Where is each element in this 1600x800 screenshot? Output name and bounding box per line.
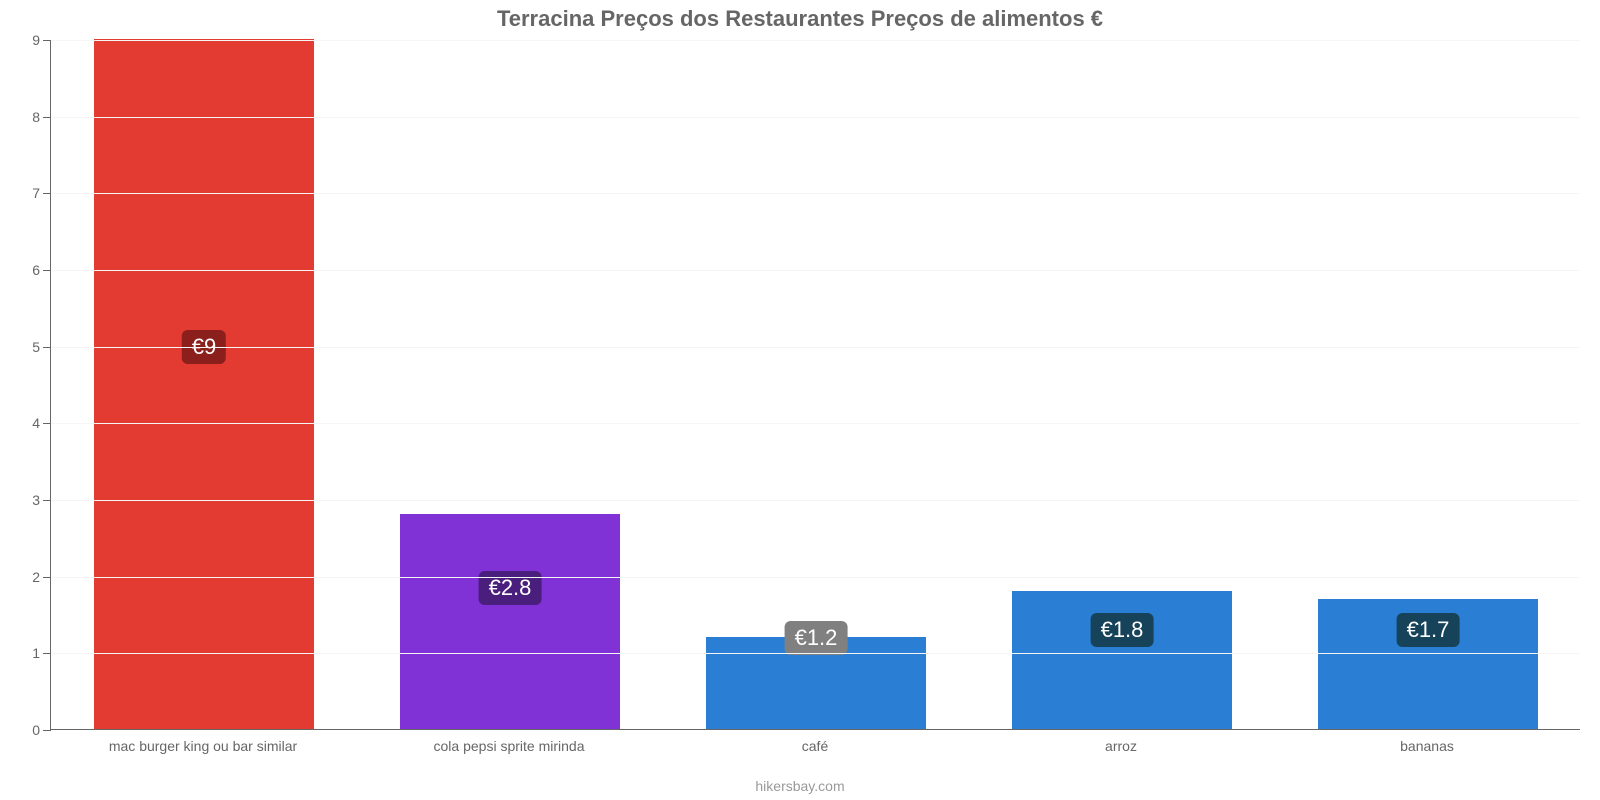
y-axis-label: 7 — [0, 185, 40, 201]
y-tick — [43, 347, 51, 348]
y-tick — [43, 653, 51, 654]
grid-line — [51, 193, 1580, 194]
y-tick — [43, 270, 51, 271]
y-axis-label: 9 — [0, 32, 40, 48]
bars-container: €9€2.8€1.2€1.8€1.7 — [51, 40, 1580, 729]
grid-line — [51, 653, 1580, 654]
y-tick — [43, 730, 51, 731]
y-axis-label: 6 — [0, 262, 40, 278]
y-axis-label: 4 — [0, 415, 40, 431]
y-tick — [43, 193, 51, 194]
chart-title: Terracina Preços dos Restaurantes Preços… — [0, 6, 1600, 32]
x-axis-label: mac burger king ou bar similar — [109, 738, 297, 754]
bar — [1012, 591, 1232, 729]
plot-area: €9€2.8€1.2€1.8€1.7 — [50, 40, 1580, 730]
grid-line — [51, 117, 1580, 118]
value-badge: €1.2 — [785, 621, 848, 655]
y-axis-label: 0 — [0, 722, 40, 738]
value-badge: €1.7 — [1397, 613, 1460, 647]
y-axis-label: 1 — [0, 645, 40, 661]
y-tick — [43, 117, 51, 118]
y-tick — [43, 423, 51, 424]
grid-line — [51, 500, 1580, 501]
y-axis-label: 2 — [0, 569, 40, 585]
y-axis-label: 5 — [0, 339, 40, 355]
x-axis-label: cola pepsi sprite mirinda — [434, 738, 585, 754]
grid-line — [51, 347, 1580, 348]
y-tick — [43, 500, 51, 501]
grid-line — [51, 577, 1580, 578]
value-badge: €1.8 — [1091, 613, 1154, 647]
grid-line — [51, 423, 1580, 424]
grid-line — [51, 270, 1580, 271]
bar — [400, 514, 620, 729]
x-axis-label: bananas — [1400, 738, 1454, 754]
y-tick — [43, 577, 51, 578]
price-bar-chart: Terracina Preços dos Restaurantes Preços… — [0, 0, 1600, 800]
y-axis-label: 8 — [0, 109, 40, 125]
bar — [94, 39, 314, 729]
x-axis-label: arroz — [1105, 738, 1137, 754]
chart-credit: hikersbay.com — [0, 778, 1600, 794]
x-axis-label: café — [802, 738, 828, 754]
grid-line — [51, 40, 1580, 41]
y-tick — [43, 40, 51, 41]
y-axis-label: 3 — [0, 492, 40, 508]
